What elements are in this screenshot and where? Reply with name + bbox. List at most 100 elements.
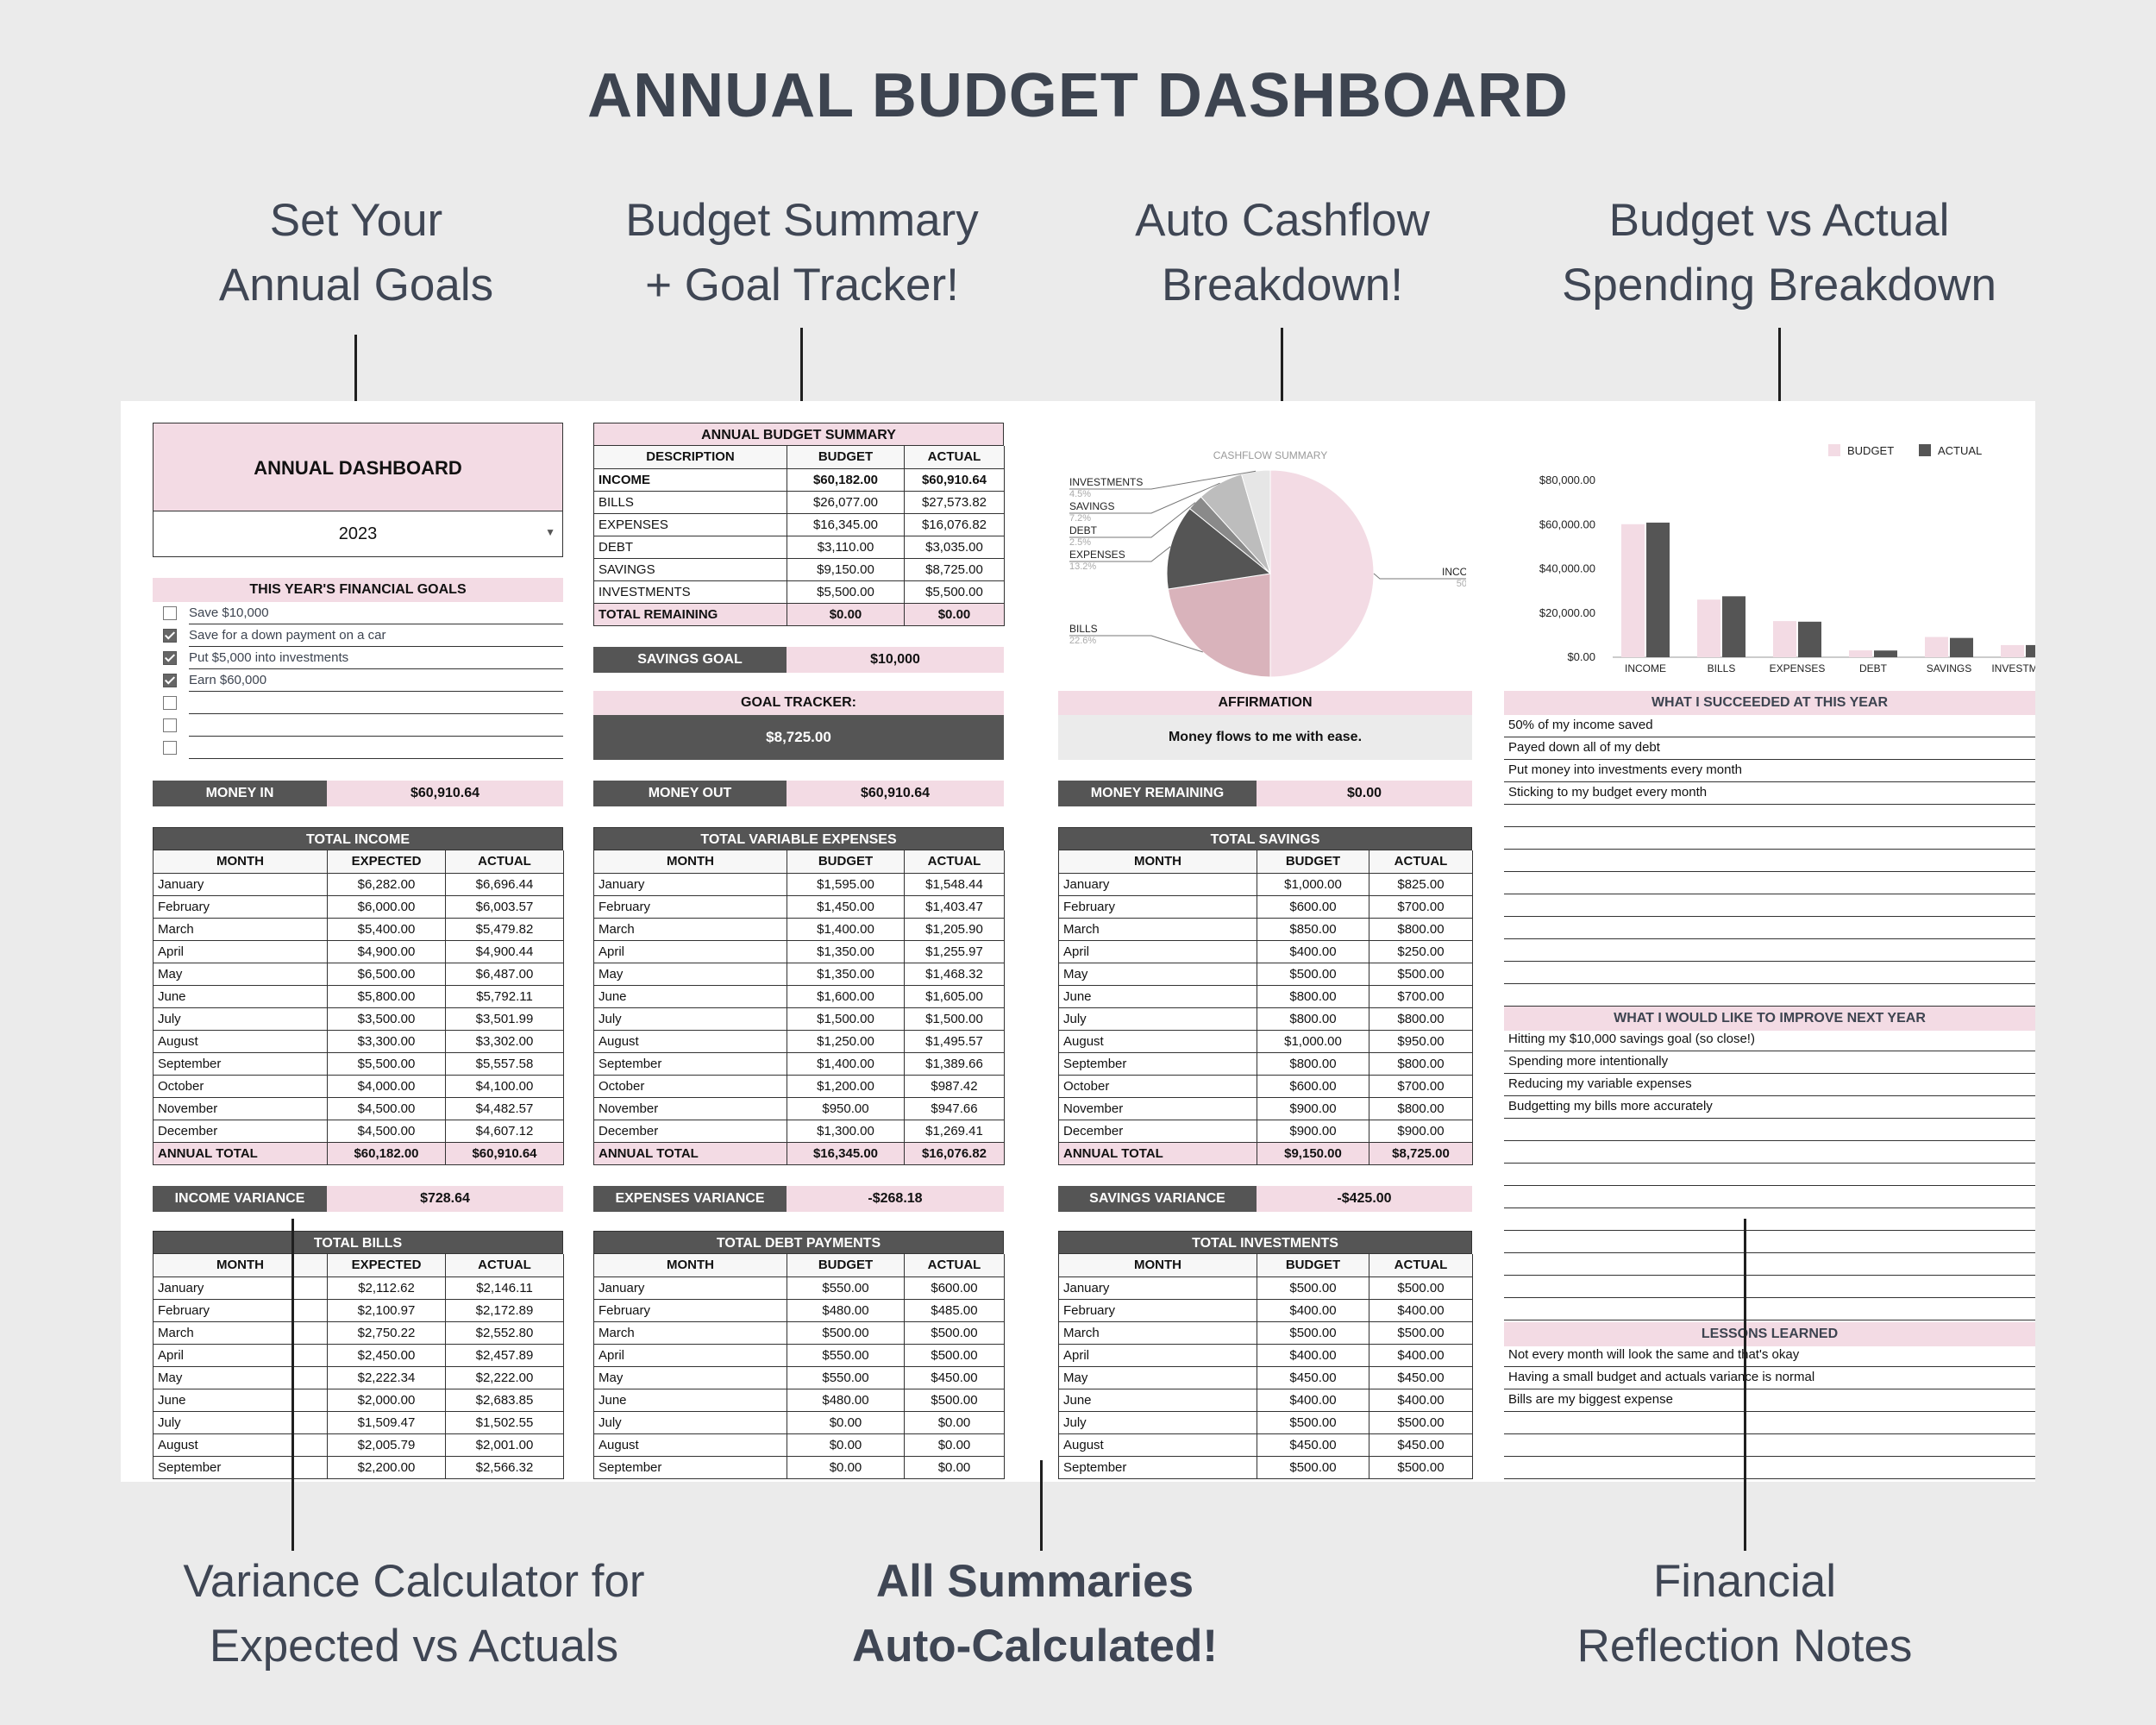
callout-line: Set Your: [269, 195, 443, 246]
table-row: April $4,900.00 $4,900.44: [153, 940, 564, 963]
pie-label: DEBT: [1069, 524, 1098, 536]
note-line[interactable]: [1504, 1164, 2035, 1186]
callout-auto-calculated: All Summaries Auto-Calculated!: [776, 1549, 1294, 1678]
table-cell: March: [1058, 1321, 1257, 1345]
pie-percent-label: 7.2%: [1069, 513, 1091, 524]
goals-list: Save $10,000 Save for a down payment on a…: [153, 602, 563, 766]
note-line[interactable]: Bills are my biggest expense: [1504, 1389, 2035, 1412]
note-line[interactable]: Budgetting my bills more accurately: [1504, 1096, 2035, 1119]
note-line[interactable]: [1504, 1253, 2035, 1276]
table-cell: February: [593, 1299, 787, 1322]
pie-percent-label: 2.5%: [1069, 537, 1091, 548]
table-cell: $1,548.44: [904, 873, 1005, 896]
note-line[interactable]: [1504, 1457, 2035, 1479]
note-line[interactable]: Hitting my $10,000 savings goal (so clos…: [1504, 1029, 2035, 1051]
table-cell: June: [593, 1389, 787, 1412]
note-line[interactable]: 50% of my income saved: [1504, 715, 2035, 737]
note-line[interactable]: Reducing my variable expenses: [1504, 1074, 2035, 1096]
table-cell: $0.00: [904, 1433, 1005, 1457]
goal-text[interactable]: Put $5,000 into investments: [189, 647, 563, 669]
note-line[interactable]: [1504, 962, 2035, 984]
table-row: August $0.00 $0.00: [593, 1433, 1005, 1457]
table-cell: $6,003.57: [445, 895, 564, 919]
note-line[interactable]: [1504, 984, 2035, 1007]
table-cell: January: [1058, 873, 1257, 896]
goal-item: Save for a down payment on a car: [153, 624, 563, 647]
note-line[interactable]: [1504, 805, 2035, 827]
note-line[interactable]: [1504, 917, 2035, 939]
goal-text[interactable]: Earn $60,000: [189, 669, 563, 692]
table-cell: May: [1058, 1366, 1257, 1389]
table-cell: $400.00: [1369, 1344, 1473, 1367]
table-cell: $26,077.00: [787, 491, 905, 514]
note-line[interactable]: [1504, 872, 2035, 894]
x-tick-label: DEBT: [1859, 662, 1888, 674]
x-tick-label: EXPENSES: [1770, 662, 1826, 674]
note-line[interactable]: Not every month will look the same and t…: [1504, 1345, 2035, 1367]
checkbox[interactable]: [163, 674, 177, 687]
table-cell: February: [593, 895, 787, 919]
table-cell: $2,222.34: [327, 1366, 446, 1389]
note-line[interactable]: [1504, 1412, 2035, 1434]
note-line[interactable]: [1504, 894, 2035, 917]
savings-table: TOTAL SAVINGS MONTH BUDGET ACTUAL January $1…: [1058, 827, 1473, 1165]
connector-line: [800, 328, 803, 425]
x-tick-label: SAVINGS: [1927, 662, 1971, 674]
note-line[interactable]: [1504, 1186, 2035, 1208]
checkbox[interactable]: [163, 629, 177, 643]
checkbox[interactable]: [163, 696, 177, 710]
table-cell: $550.00: [787, 1276, 905, 1300]
note-line[interactable]: [1504, 1434, 2035, 1457]
table-cell: March: [1058, 918, 1257, 941]
callout-line: + Goal Tracker!: [645, 260, 959, 310]
table-row: July $3,500.00 $3,501.99: [153, 1007, 564, 1031]
table-cell: $2,222.00: [445, 1366, 564, 1389]
year-select[interactable]: 2023 ▼: [153, 511, 563, 557]
table-row: INVESTMENTS $5,500.00 $5,500.00: [593, 580, 1005, 604]
note-line[interactable]: [1504, 1479, 2035, 1482]
savings-variance-value: -$425.00: [1257, 1186, 1472, 1212]
checkbox[interactable]: [163, 606, 177, 620]
note-line[interactable]: Payed down all of my debt: [1504, 737, 2035, 760]
note-line[interactable]: [1504, 1208, 2035, 1231]
goal-tracker-label: GOAL TRACKER:: [593, 691, 1004, 715]
income-table-title: TOTAL INCOME: [153, 827, 563, 850]
table-cell: April: [1058, 1344, 1257, 1367]
total-cell: $16,076.82: [904, 1142, 1005, 1165]
goal-text[interactable]: Save $10,000: [189, 602, 563, 624]
note-line[interactable]: [1504, 1298, 2035, 1320]
table-cell: November: [153, 1097, 328, 1120]
goal-text[interactable]: [189, 737, 563, 759]
table-cell: January: [153, 1276, 328, 1300]
table-row: September $800.00 $800.00: [1058, 1052, 1473, 1076]
table-cell: $2,000.00: [327, 1389, 446, 1412]
table-cell: December: [153, 1120, 328, 1143]
succeeded-title: WHAT I SUCCEEDED AT THIS YEAR: [1504, 691, 2035, 715]
checkbox[interactable]: [163, 651, 177, 665]
table-cell: May: [1058, 963, 1257, 986]
goal-text[interactable]: [189, 692, 563, 714]
lessons-title: LESSONS LEARNED: [1504, 1322, 2035, 1346]
money-in-label: MONEY IN: [153, 781, 327, 806]
note-line[interactable]: [1504, 1231, 2035, 1253]
table-cell: $2,450.00: [327, 1344, 446, 1367]
table-row: January $550.00 $600.00: [593, 1276, 1005, 1300]
note-line[interactable]: Spending more intentionally: [1504, 1051, 2035, 1074]
note-line[interactable]: [1504, 1276, 2035, 1298]
note-line[interactable]: [1504, 850, 2035, 872]
goal-text[interactable]: Save for a down payment on a car: [189, 624, 563, 647]
pie-label: BILLS: [1069, 623, 1098, 635]
income-variance-value: $728.64: [327, 1186, 563, 1212]
note-line[interactable]: [1504, 827, 2035, 850]
table-cell: DEBT: [593, 536, 787, 559]
table-row: April $2,450.00 $2,457.89: [153, 1344, 564, 1367]
note-line[interactable]: Having a small budget and actuals varian…: [1504, 1367, 2035, 1389]
note-line[interactable]: Put money into investments every month: [1504, 760, 2035, 782]
note-line[interactable]: [1504, 939, 2035, 962]
note-line[interactable]: [1504, 1119, 2035, 1141]
checkbox[interactable]: [163, 741, 177, 755]
note-line[interactable]: Sticking to my budget every month: [1504, 782, 2035, 805]
checkbox[interactable]: [163, 718, 177, 732]
goal-text[interactable]: [189, 714, 563, 737]
note-line[interactable]: [1504, 1141, 2035, 1164]
